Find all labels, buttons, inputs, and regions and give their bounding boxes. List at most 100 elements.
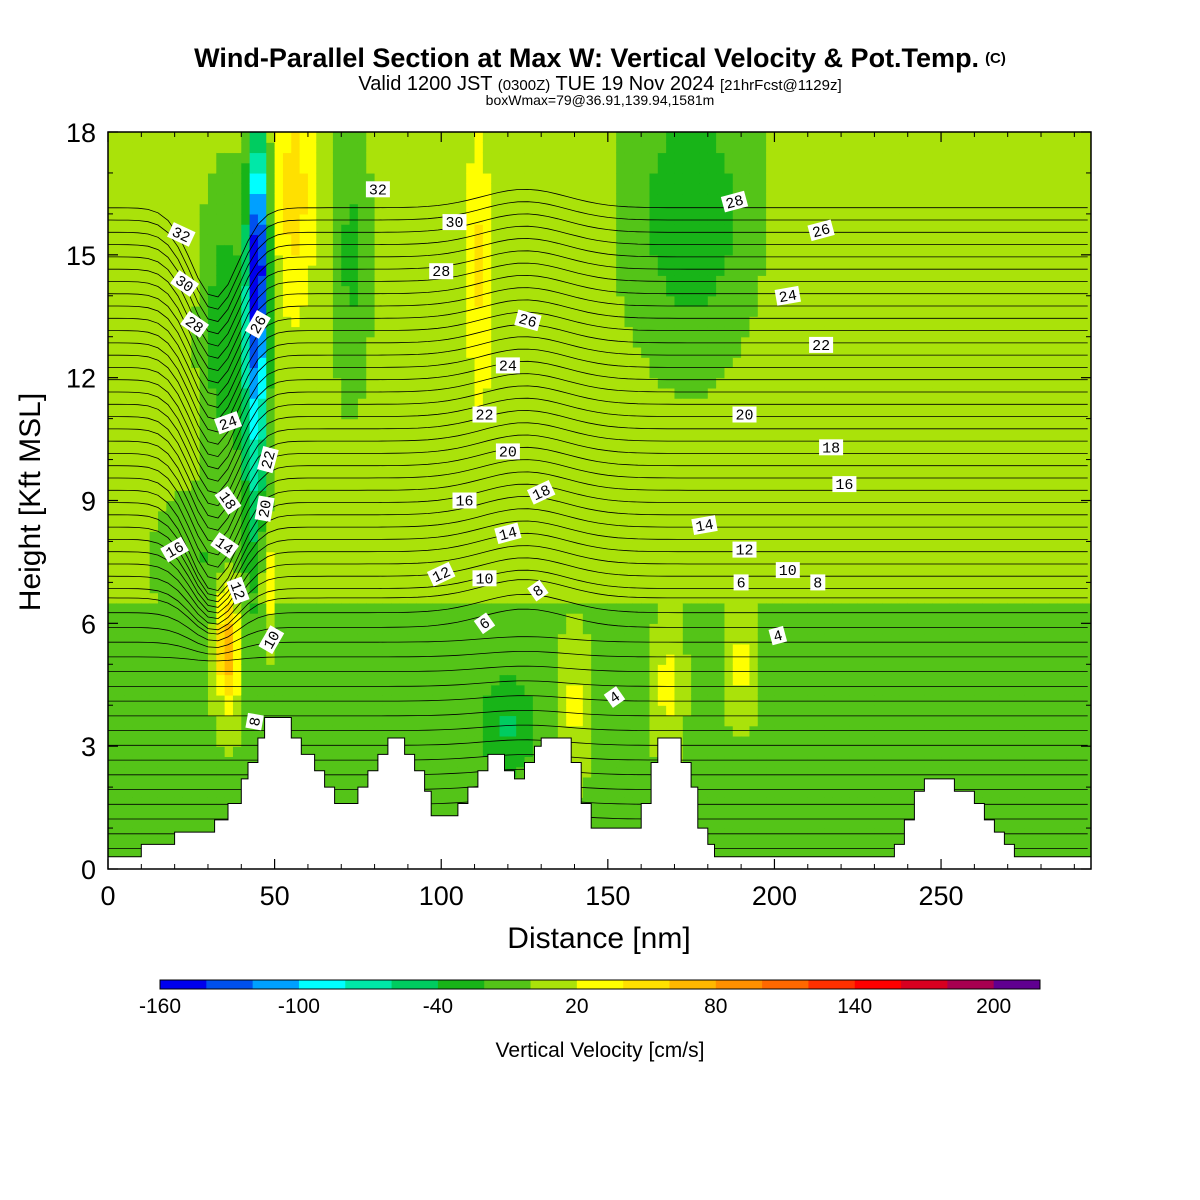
velocity-cell — [157, 326, 167, 338]
velocity-cell — [507, 162, 517, 174]
velocity-cell — [108, 418, 117, 430]
velocity-cell — [341, 602, 351, 614]
velocity-cell — [482, 132, 492, 143]
velocity-cell — [291, 449, 301, 461]
velocity-cell — [649, 490, 659, 502]
velocity-cell — [674, 408, 684, 420]
velocity-cell — [282, 602, 292, 614]
velocity-cell — [649, 674, 659, 686]
velocity-cell — [249, 336, 259, 348]
velocity-cell — [232, 797, 242, 809]
velocity-cell — [491, 162, 501, 174]
velocity-cell — [482, 285, 492, 297]
velocity-cell — [332, 500, 342, 512]
velocity-cell — [299, 265, 309, 276]
velocity-cell — [407, 346, 417, 358]
velocity-cell — [657, 449, 667, 461]
velocity-cell — [441, 295, 451, 307]
velocity-cell — [407, 316, 417, 328]
velocity-cell — [416, 715, 426, 727]
velocity-cell — [607, 735, 617, 747]
velocity-cell — [157, 735, 167, 747]
velocity-cell — [124, 449, 134, 461]
velocity-cell — [374, 694, 384, 706]
velocity-cell — [524, 613, 534, 624]
velocity-cell — [332, 654, 342, 665]
velocity-cell — [282, 326, 292, 338]
velocity-cell — [449, 326, 459, 338]
velocity-cell — [641, 480, 651, 491]
velocity-cell — [299, 664, 309, 676]
velocity-cell — [232, 602, 242, 614]
velocity-cell — [324, 715, 334, 727]
velocity-cell — [224, 152, 234, 164]
velocity-cell — [382, 623, 392, 635]
velocity-cell — [341, 776, 351, 788]
velocity-cell — [382, 480, 392, 491]
velocity-cell — [424, 203, 434, 215]
velocity-cell — [624, 490, 634, 502]
velocity-cell — [474, 265, 484, 276]
velocity-cell — [224, 295, 234, 307]
velocity-cell — [649, 428, 659, 440]
velocity-cell — [616, 336, 626, 348]
velocity-cell — [374, 674, 384, 686]
velocity-cell — [516, 275, 526, 287]
velocity-cell — [574, 132, 584, 143]
velocity-cell — [449, 306, 459, 317]
velocity-cell — [616, 367, 626, 379]
velocity-cell — [399, 418, 409, 430]
velocity-cell — [482, 480, 492, 491]
velocity-cell — [382, 469, 392, 481]
velocity-cell — [657, 244, 667, 256]
velocity-cell — [108, 408, 117, 420]
velocity-cell — [232, 316, 242, 328]
velocity-cell — [382, 377, 392, 389]
velocity-cell — [382, 244, 392, 256]
velocity-cell — [108, 838, 117, 850]
velocity-cell — [607, 490, 617, 502]
velocity-cell — [166, 408, 176, 420]
velocity-cell — [216, 643, 226, 655]
velocity-cell — [607, 766, 617, 778]
velocity-cell — [341, 490, 351, 502]
velocity-cell — [366, 418, 376, 430]
velocity-cell — [357, 213, 367, 225]
velocity-cell — [232, 694, 242, 706]
velocity-cell — [616, 561, 626, 573]
velocity-cell — [124, 459, 134, 471]
velocity-cell — [591, 203, 601, 215]
velocity-cell — [108, 776, 117, 788]
velocity-cell — [191, 602, 201, 614]
velocity-cell — [424, 654, 434, 665]
velocity-cell — [382, 541, 392, 553]
velocity-cell — [499, 664, 509, 676]
velocity-cell — [149, 285, 159, 297]
velocity-cell — [108, 541, 117, 553]
velocity-cell — [674, 705, 684, 717]
velocity-cell — [557, 367, 567, 379]
velocity-cell — [624, 664, 634, 676]
velocity-cell — [341, 387, 351, 399]
velocity-cell — [166, 316, 176, 328]
velocity-cell — [682, 756, 692, 768]
velocity-cell — [516, 398, 526, 409]
velocity-cell — [316, 152, 326, 164]
velocity-cell — [399, 183, 409, 195]
velocity-cell — [532, 152, 542, 164]
velocity-cell — [574, 664, 584, 676]
velocity-cell — [182, 705, 192, 717]
velocity-cell — [249, 254, 259, 266]
velocity-cell — [557, 244, 567, 256]
velocity-cell — [282, 705, 292, 717]
velocity-cell — [591, 306, 601, 317]
velocity-cell — [641, 756, 651, 768]
velocity-cell — [391, 387, 401, 399]
velocity-cell — [616, 428, 626, 440]
velocity-cell — [324, 408, 334, 420]
velocity-cell — [132, 480, 142, 491]
velocity-cell — [641, 418, 651, 430]
velocity-cell — [299, 203, 309, 215]
velocity-cell — [432, 336, 442, 348]
velocity-cell — [657, 224, 667, 235]
